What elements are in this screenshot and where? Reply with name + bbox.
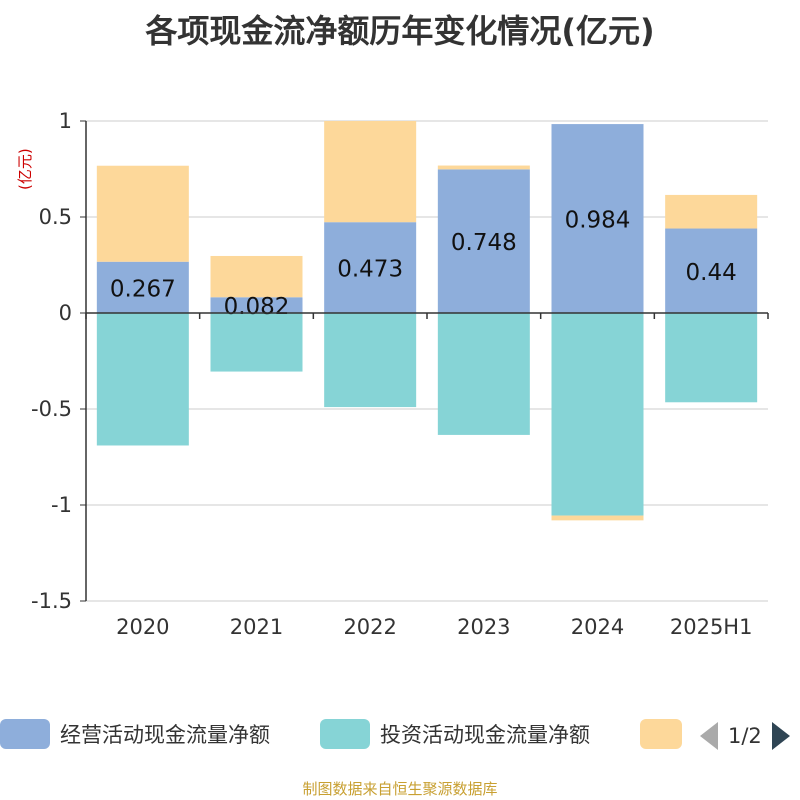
legend-item-operating[interactable]: 经营活动现金流量净额 — [0, 716, 270, 752]
data-label: 0.267 — [110, 276, 176, 302]
bar-operating-2020[interactable] — [96, 261, 189, 313]
bar-investing-2023[interactable] — [437, 313, 530, 435]
x-tick-label: 2024 — [571, 615, 624, 639]
bar-operating-2024[interactable] — [551, 124, 644, 314]
bar-investing-2022[interactable] — [324, 313, 417, 408]
legend: 经营活动现金流量净额 投资活动现金流量净额 1/2 — [0, 716, 800, 756]
y-tick-label: 0.5 — [39, 205, 72, 229]
legend-pager: 1/2 — [700, 720, 790, 752]
data-label: 0.473 — [337, 257, 403, 283]
bar-third-2021[interactable] — [210, 255, 303, 298]
y-tick-label: -1.5 — [31, 589, 72, 613]
chart-title: 各项现金流净额历年变化情况(亿元) — [145, 12, 655, 50]
bar-third-2025H1[interactable] — [665, 194, 758, 229]
bar-operating-2021[interactable] — [210, 297, 303, 313]
source-note: 制图数据来自恒生聚源数据库 — [302, 780, 498, 798]
legend-page-indicator: 1/2 — [728, 724, 762, 748]
y-tick-label: 1 — [59, 109, 72, 133]
data-label: 0.984 — [565, 208, 631, 234]
bar-third-2020[interactable] — [96, 165, 189, 262]
bar-investing-2021[interactable] — [210, 313, 303, 372]
bar-third-2024[interactable] — [551, 515, 644, 521]
bar-operating-2023[interactable] — [437, 169, 530, 313]
legend-swatch-operating — [0, 719, 50, 749]
x-tick-label: 2023 — [457, 615, 510, 639]
legend-label-investing: 投资活动现金流量净额 — [380, 723, 590, 747]
x-tick-label: 2025H1 — [670, 615, 753, 639]
data-label: 0.082 — [224, 294, 290, 320]
legend-item-investing[interactable]: 投资活动现金流量净额 — [320, 716, 590, 752]
data-label: 0.44 — [686, 260, 737, 286]
bar-investing-2024[interactable] — [551, 313, 644, 516]
x-tick-label: 2020 — [116, 615, 169, 639]
legend-next-arrow-icon[interactable] — [771, 722, 790, 750]
bar-investing-2025H1[interactable] — [665, 313, 758, 403]
bar-third-2022[interactable] — [324, 121, 417, 223]
legend-item-third[interactable] — [640, 716, 692, 752]
x-tick-label: 2021 — [230, 615, 283, 639]
legend-label-operating: 经营活动现金流量净额 — [60, 723, 270, 747]
x-tick-label: 2022 — [343, 615, 396, 639]
data-label: 0.748 — [451, 230, 517, 256]
bar-operating-2025H1[interactable] — [665, 228, 758, 313]
y-tick-label: -1 — [51, 493, 72, 517]
legend-swatch-third — [640, 719, 682, 749]
bar-investing-2020[interactable] — [96, 313, 189, 446]
bar-operating-2022[interactable] — [324, 222, 417, 313]
legend-swatch-investing — [320, 719, 370, 749]
y-tick-label: 0 — [59, 301, 72, 325]
bar-third-2023[interactable] — [437, 165, 530, 170]
chart-canvas: 1 0.5 0 -0.5 -1 -1.5 0.267 0.082 0.473 0.748 0.984… — [31, 109, 769, 639]
legend-prev-arrow-icon[interactable] — [700, 722, 718, 750]
y-tick-label: -0.5 — [31, 397, 72, 421]
